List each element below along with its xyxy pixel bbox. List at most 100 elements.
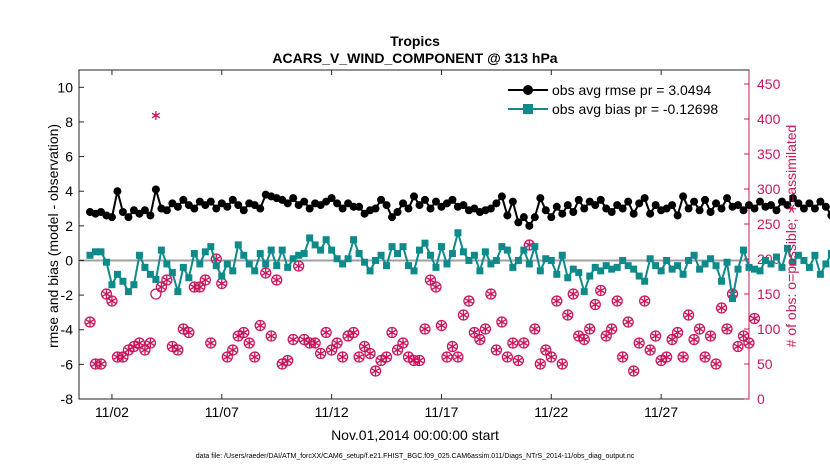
obs-assimilated-point: [711, 359, 721, 369]
bias-point: [432, 263, 440, 271]
obs-assimilated-point: [426, 275, 435, 285]
bias-point: [558, 251, 566, 259]
rmse-point: [113, 187, 122, 196]
bias-point: [564, 274, 572, 282]
bias-point: [377, 251, 385, 259]
bias-point: [273, 262, 281, 270]
footer-data-file: data file: /Users/raeder/DAI/ATM_forcXX/…: [196, 453, 635, 460]
bias-point: [174, 288, 182, 296]
obs-assimilated-point: [294, 261, 303, 271]
legend-marker: [523, 104, 533, 114]
obs-possible-point: [584, 323, 596, 335]
rmse-point: [519, 213, 528, 222]
rmse-point: [415, 201, 424, 210]
rmse-point: [289, 194, 298, 203]
bias-point: [262, 260, 270, 268]
obs-possible-point: [710, 358, 722, 370]
obs-possible-point: [84, 316, 96, 328]
bias-point: [355, 250, 363, 258]
y2-tick-label: 400: [757, 111, 781, 127]
rmse-point: [536, 194, 545, 203]
bias-point: [372, 256, 380, 264]
rmse-point: [624, 197, 633, 206]
obs-assimilated-point: [140, 345, 150, 355]
rmse-point: [228, 195, 237, 204]
obs-possible-point: [397, 337, 409, 349]
obs-assimilated-point: [739, 331, 748, 341]
bias-point: [350, 236, 358, 244]
bias-point: [152, 276, 160, 284]
rmse-point: [239, 206, 248, 215]
rmse-point: [146, 211, 155, 220]
bias-point: [339, 260, 347, 268]
obs-possible-point: [748, 312, 761, 325]
bias-point: [701, 260, 709, 268]
obs-assimilated-point: [206, 338, 216, 348]
bias-point: [234, 241, 242, 249]
obs-assimilated-point: [503, 352, 512, 362]
bias-point: [602, 262, 610, 270]
bias-point: [135, 251, 143, 259]
rmse-point: [591, 201, 600, 210]
y2-tick-label: 100: [757, 321, 781, 337]
obs-possible-point: [611, 295, 623, 307]
obs-assimilated-point: [684, 310, 693, 320]
bias-point: [761, 256, 769, 264]
rmse-point: [569, 207, 578, 216]
bias-point: [481, 248, 489, 256]
obs-assimilated-point: [508, 338, 518, 348]
bias-point: [383, 262, 391, 270]
rmse-point: [300, 197, 309, 206]
obs-assimilated-point: [332, 338, 342, 348]
rmse-point: [816, 197, 825, 206]
rmse-point: [607, 207, 616, 216]
obs-possible-point: [715, 302, 728, 314]
obs-assimilated-point: [470, 328, 479, 337]
bias-point: [536, 267, 544, 275]
rmse-point: [173, 202, 182, 211]
bias-point: [597, 267, 605, 275]
rmse-point: [651, 201, 660, 210]
rmse-point: [118, 207, 127, 216]
obs-possible-point: [243, 337, 255, 349]
obs-assimilated-point: [640, 296, 649, 306]
rmse-point: [679, 192, 688, 201]
bias-series: [86, 229, 830, 303]
obs-possible-point: [463, 295, 475, 307]
bias-point: [426, 251, 434, 259]
obs-possible-point: [721, 323, 733, 335]
obs-assimilated-point: [321, 328, 331, 337]
obs-assimilated-point: [283, 356, 292, 365]
rmse-point: [497, 192, 506, 201]
rmse-point: [410, 192, 418, 201]
bias-point: [328, 246, 336, 254]
rmse-point: [750, 204, 759, 213]
bias-point: [707, 255, 715, 263]
rmse-point: [349, 202, 358, 211]
obs-possible-point: [419, 323, 431, 335]
rmse-point: [558, 209, 567, 218]
rmse-point: [486, 204, 495, 213]
bias-point: [91, 248, 99, 256]
rmse-point: [640, 194, 649, 203]
bias-point: [399, 243, 407, 251]
bias-point: [525, 260, 533, 268]
obs-possible-point: [649, 330, 662, 342]
obs-possible-point: [441, 351, 453, 363]
bias-point: [723, 258, 731, 266]
bias-point: [168, 269, 176, 277]
obs-assimilated-point: [448, 342, 457, 351]
bias-point: [306, 234, 314, 242]
bias-point: [223, 260, 231, 268]
obs-possible-point: [628, 365, 640, 377]
rmse-point: [684, 204, 693, 213]
obs-assimilated-point: [700, 352, 710, 362]
obs-assimilated-point: [492, 345, 501, 355]
legend-label: obs avg rmse pr = 3.0494: [552, 82, 711, 98]
rmse-point: [206, 197, 215, 206]
obs-possible-point: [457, 309, 470, 321]
rmse-point: [223, 202, 232, 211]
bias-point: [685, 256, 693, 264]
obs-assimilated-point: [118, 352, 128, 362]
y-tick-label: 10: [57, 79, 73, 95]
